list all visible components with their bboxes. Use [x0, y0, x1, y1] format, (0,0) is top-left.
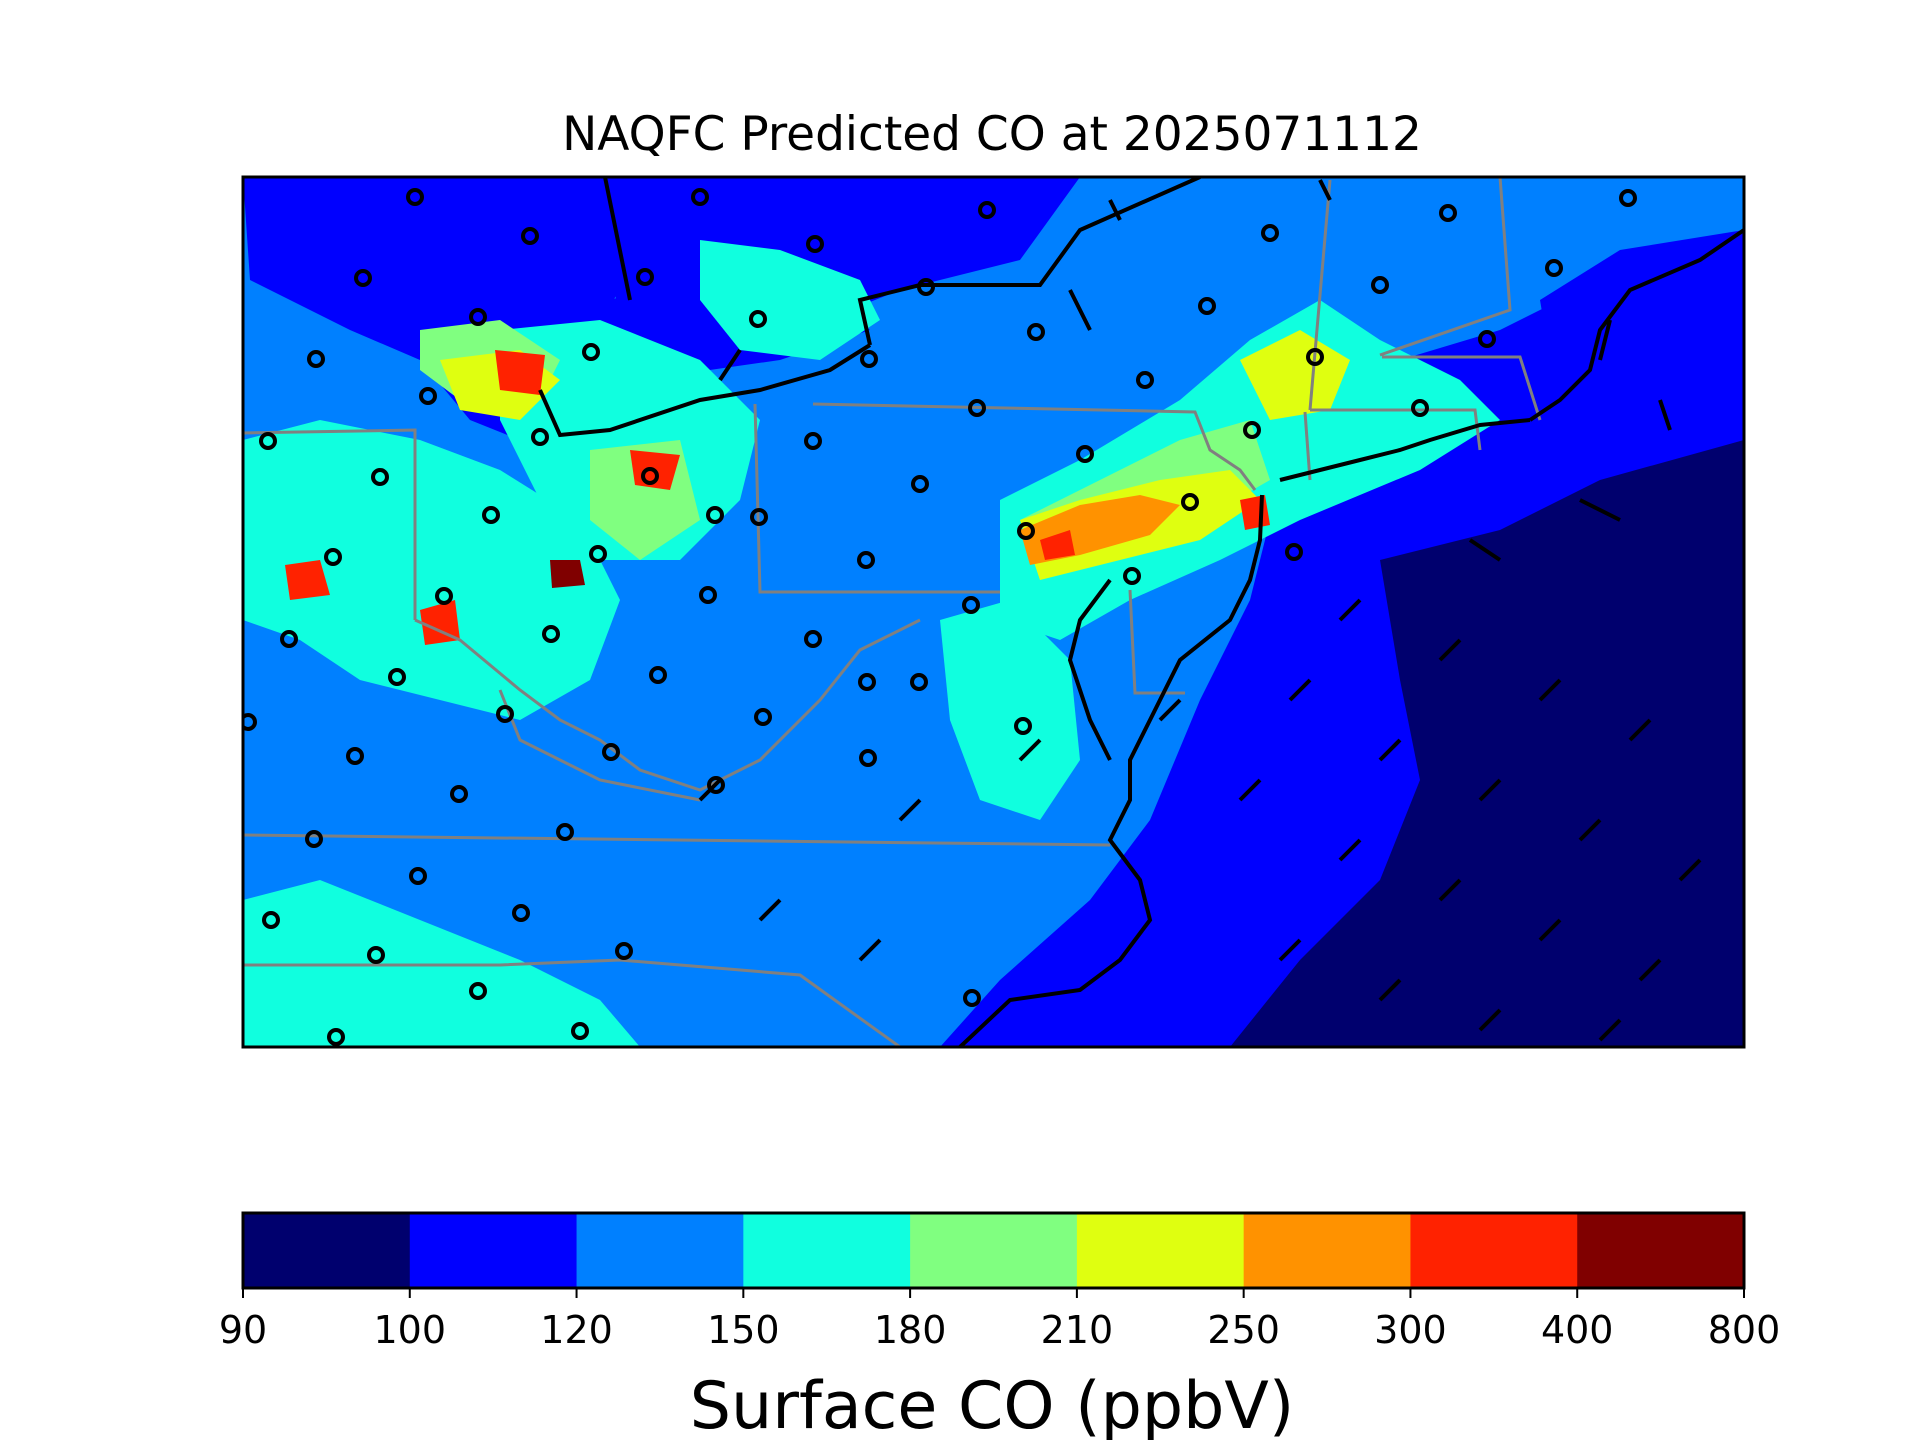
colorbar-tick-label: 120 — [540, 1308, 613, 1352]
colorbar-tick-label: 210 — [1041, 1308, 1114, 1352]
colorbar-segment — [1577, 1213, 1745, 1288]
region-red-indy — [420, 600, 460, 645]
colorbar-tick-label: 180 — [874, 1308, 947, 1352]
colorbar-segment — [409, 1213, 578, 1288]
region-red-chicago — [285, 560, 330, 600]
region-gulf-maine — [1540, 230, 1744, 450]
colorbar-tick-label: 100 — [374, 1308, 447, 1352]
colorbar-segment — [576, 1213, 744, 1288]
region-red-pa — [1040, 530, 1075, 560]
region-plume-east-ohio — [700, 240, 880, 360]
colorbar-ticks: 90 100 120 150 180 210 250 300 400 800 — [219, 1288, 1780, 1352]
colorbar-segment — [743, 1213, 911, 1288]
colorbar-tick-label: 150 — [707, 1308, 780, 1352]
colorbar-tick-label: 400 — [1541, 1308, 1614, 1352]
colorbar-segment — [910, 1213, 1078, 1288]
region-atlantic-deep — [1230, 440, 1744, 1047]
region-red-detroit — [495, 350, 545, 395]
colorbar-frame — [241, 1211, 1746, 1290]
colorbar-tick-label: 800 — [1708, 1308, 1781, 1352]
map-panel — [243, 177, 1744, 1047]
region-plume-corridor — [940, 600, 1080, 820]
chart-title: NAQFC Predicted CO at 2025071112 — [562, 107, 1422, 162]
colorbar — [243, 1213, 1745, 1288]
colorbar-segment — [243, 1213, 411, 1288]
colorbar-tick-label: 90 — [219, 1308, 267, 1352]
map-frame — [241, 175, 1746, 1049]
region-darkred — [550, 560, 585, 588]
colorbar-tick-label: 300 — [1374, 1308, 1447, 1352]
region-plume-midwest — [243, 420, 620, 720]
monitoring-stations — [243, 188, 1637, 1046]
coastlines — [538, 177, 1744, 1047]
region-red-nyc — [1240, 495, 1270, 530]
colorbar-label: Surface CO (ppbV) — [690, 1369, 1294, 1440]
colorbar-segment — [1410, 1213, 1578, 1288]
colorbar-segment — [1243, 1213, 1411, 1288]
wind-barbs — [698, 179, 1702, 1042]
colorbar-tick-label: 250 — [1207, 1308, 1280, 1352]
state-boundaries — [243, 177, 1542, 1047]
colorbar-segment — [1076, 1213, 1245, 1288]
